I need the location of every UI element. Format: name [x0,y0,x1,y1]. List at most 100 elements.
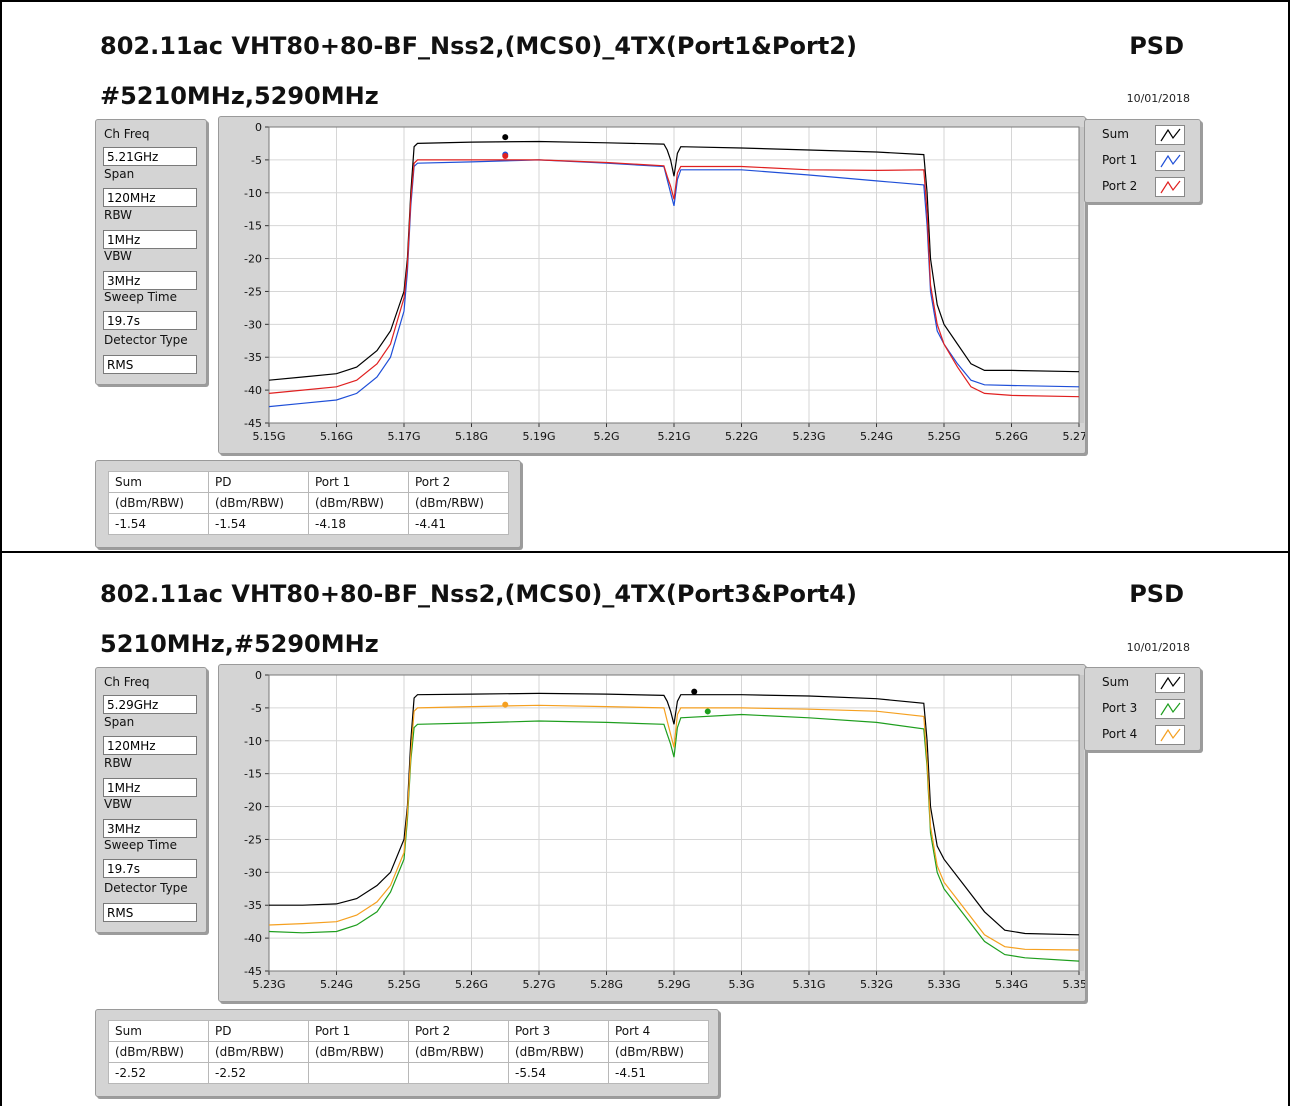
psd-label: PSD [1129,580,1184,608]
chart-title: 802.11ac VHT80+80-BF_Nss2,(MCS0)_4TX(Por… [100,32,857,60]
param-label: Detector Type [104,881,188,895]
x-tick-label: 5.26G [455,978,488,991]
param-value-span[interactable]: 120MHz [103,188,197,207]
x-tick-label: 5.17G [387,430,420,443]
y-tick-label: -15 [244,768,262,781]
x-tick-label: 5.16G [320,430,353,443]
param-label: Span [104,167,135,181]
table-value-cell: -4.41 [408,513,509,535]
chart-subtitle: 5210MHz,#5290MHz [100,630,379,658]
table-header-cell: Port 2 [408,1020,509,1042]
legend-swatch-port2[interactable] [1155,177,1185,197]
psd-label: PSD [1129,32,1184,60]
results-panel-2: Sum PD Port 1 Port 2 Port 3 Port 4 (dBm/… [95,1009,719,1097]
param-label: Span [104,715,135,729]
legend-swatch-sum[interactable] [1155,673,1185,693]
param-value-sweep-time[interactable]: 19.7s [103,311,197,330]
table-header-cell: PD [208,1020,309,1042]
date-label: 10/01/2018 [1126,641,1190,654]
table-header-cell: Port 4 [608,1020,709,1042]
legend-swatch-port3[interactable] [1155,699,1185,719]
param-value-rbw[interactable]: 1MHz [103,230,197,249]
param-value-detector-type[interactable]: RMS [103,903,197,922]
table-header-cell: Sum [108,471,209,493]
param-label: Ch Freq [104,127,150,141]
table-header-cell: PD [208,471,309,493]
param-value-rbw[interactable]: 1MHz [103,778,197,797]
x-tick-label: 5.32G [860,978,893,991]
y-tick-label: 0 [255,669,262,682]
series-line-port2 [268,159,1080,398]
table-unit-cell: (dBm/RBW) [208,492,309,514]
chart-title: 802.11ac VHT80+80-BF_Nss2,(MCS0)_4TX(Por… [100,580,857,608]
chart-panel-1: 5.15G 5.16G 5.17G 5.18G 5.19G 5.2G 5.21G 5.22G 5… [218,116,1086,454]
peak-marker-port2 [502,153,509,160]
table-header-cell: Port 2 [408,471,509,493]
legend-line-glyph [1160,702,1181,716]
y-tick-label: -20 [244,253,262,266]
param-label: RBW [104,756,133,770]
table-header-cell: Port 1 [308,471,409,493]
x-tick-label: 5.19G [522,430,555,443]
legend-line-glyph [1160,728,1181,742]
param-value-vbw[interactable]: 3MHz [103,819,197,838]
table-value-cell: -4.18 [308,513,409,535]
plot-border [268,674,1080,972]
x-tick-label: 5.21G [657,430,690,443]
param-value-span[interactable]: 120MHz [103,736,197,755]
table-unit-cell: (dBm/RBW) [208,1041,309,1063]
param-value-detector-type[interactable]: RMS [103,355,197,374]
series-line-port3 [268,713,1080,962]
x-tick-label: 5.35G [1062,978,1085,991]
table-unit-cell: (dBm/RBW) [108,1041,209,1063]
x-tick-label: 5.28G [590,978,623,991]
legend-label-sum: Sum [1102,675,1129,689]
plot-border [268,126,1080,424]
table-unit-row: (dBm/RBW) (dBm/RBW) (dBm/RBW) (dBm/RBW) [108,492,509,514]
legend-panel-2: Sum Port 3 Port 4 [1084,667,1201,751]
y-tick-label: -25 [244,833,262,846]
x-tick-label: 5.34G [995,978,1028,991]
y-tick-label: -40 [244,932,262,945]
table-value-cell: -2.52 [108,1062,209,1084]
params-panel: Ch Freq 5.21GHz Span 120MHz RBW 1MHz VBW… [95,119,207,385]
param-label: VBW [104,249,132,263]
y-tick-label: -10 [244,187,262,200]
plot-side-band [1079,127,1084,423]
x-tick-label: 5.15G [252,430,285,443]
y-tick-label: -5 [251,702,262,715]
y-tick-label: 0 [255,121,262,134]
table-unit-cell: (dBm/RBW) [408,1041,509,1063]
section-port3-port4: 802.11ac VHT80+80-BF_Nss2,(MCS0)_4TX(Por… [0,552,1290,1106]
chart-subtitle: #5210MHz,5290MHz [100,82,379,110]
table-value-cell: -2.52 [208,1062,309,1084]
date-label: 10/01/2018 [1126,92,1190,105]
series-line-port4 [268,704,1080,951]
legend-swatch-sum[interactable] [1155,125,1185,145]
peak-marker-sum [691,688,698,695]
param-value-vbw[interactable]: 3MHz [103,271,197,290]
y-tick-label: -35 [244,899,262,912]
table-value-cell: -4.51 [608,1062,709,1084]
legend-line-glyph [1160,676,1181,690]
y-tick-label: -35 [244,351,262,364]
peak-marker-port3 [704,708,711,715]
y-tick-label: -45 [244,965,262,978]
params-panel: Ch Freq 5.29GHz Span 120MHz RBW 1MHz VBW… [95,667,207,933]
x-tick-label: 5.27G [1062,430,1085,443]
param-value-ch-freq[interactable]: 5.21GHz [103,147,197,166]
param-value-sweep-time[interactable]: 19.7s [103,859,197,878]
legend-swatch-port1[interactable] [1155,151,1185,171]
param-value-ch-freq[interactable]: 5.29GHz [103,695,197,714]
y-tick-label: -10 [244,735,262,748]
x-tick-label: 5.25G [927,430,960,443]
param-label: Sweep Time [104,838,177,852]
x-tick-label: 5.25G [387,978,420,991]
legend-swatch-port4[interactable] [1155,725,1185,745]
x-tick-label: 5.24G [860,430,893,443]
table-value-cell: -1.54 [208,513,309,535]
x-tick-label: 5.23G [792,430,825,443]
table-unit-cell: (dBm/RBW) [108,492,209,514]
psd-chart-1: 5.15G 5.16G 5.17G 5.18G 5.19G 5.2G 5.21G 5.22G 5… [244,121,1085,443]
results-table-1: Sum PD Port 1 Port 2 (dBm/RBW) (dBm/RBW)… [108,471,509,535]
